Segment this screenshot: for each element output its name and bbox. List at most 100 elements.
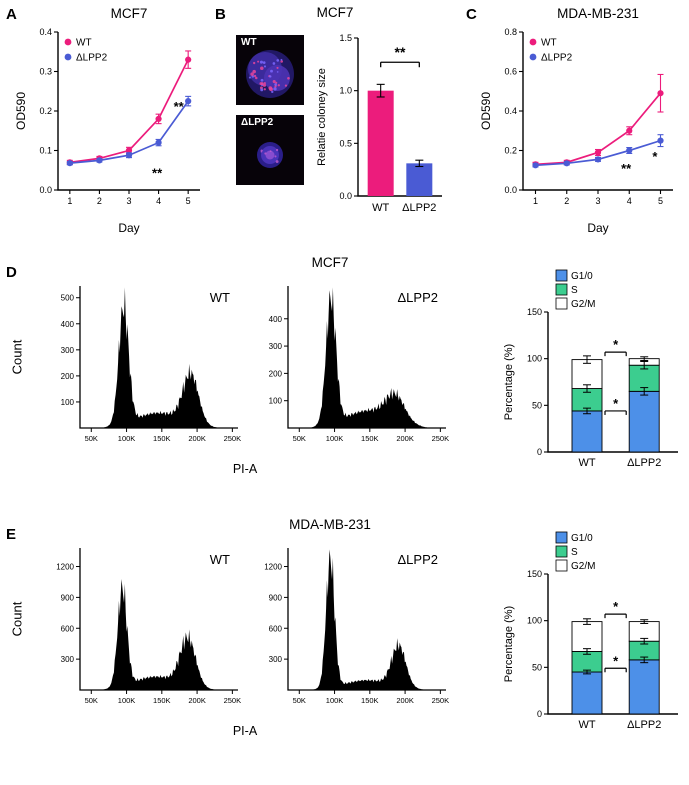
svg-text:0: 0	[537, 709, 542, 719]
svg-text:3: 3	[126, 196, 131, 206]
lpp2-colony-graphic	[236, 115, 304, 185]
panel-label-a: A	[6, 6, 17, 23]
svg-text:G1/0: G1/0	[571, 533, 593, 544]
svg-text:4: 4	[627, 196, 632, 206]
svg-text:0.6: 0.6	[504, 67, 517, 77]
mda-wt-flow-histogram: 300 600 900 1200 50K 100K 150K 200K 250K WT	[56, 548, 242, 705]
svg-text:2: 2	[97, 196, 102, 206]
svg-text:50K: 50K	[85, 434, 98, 443]
panel-d-pia-axis-label: PI-A	[232, 462, 258, 476]
svg-text:5: 5	[658, 196, 663, 206]
svg-text:ΔLPP2: ΔLPP2	[398, 290, 439, 305]
svg-text:1200: 1200	[56, 563, 74, 572]
svg-text:WT: WT	[210, 290, 230, 305]
panel-label-b: B	[215, 6, 226, 23]
svg-text:ΔLPP2: ΔLPP2	[402, 202, 436, 214]
svg-text:0.2: 0.2	[39, 106, 52, 116]
svg-text:600: 600	[269, 624, 283, 633]
svg-text:WT: WT	[578, 457, 595, 469]
svg-text:WT: WT	[372, 202, 389, 214]
svg-text:300: 300	[269, 342, 283, 351]
panel-d-count-axis-label: Count	[9, 339, 25, 375]
svg-text:400: 400	[61, 320, 75, 329]
svg-text:150K: 150K	[153, 696, 171, 705]
svg-text:1.0: 1.0	[339, 86, 352, 96]
svg-text:*: *	[613, 396, 619, 411]
svg-text:S: S	[571, 547, 578, 558]
svg-text:100: 100	[61, 398, 75, 407]
svg-text:**: **	[395, 44, 406, 60]
svg-text:*: *	[652, 149, 658, 164]
svg-text:4: 4	[156, 196, 161, 206]
svg-text:0.8: 0.8	[504, 27, 517, 37]
svg-text:ΔLPP2: ΔLPP2	[627, 457, 661, 469]
svg-text:Percentage (%): Percentage (%)	[503, 606, 515, 682]
svg-text:0: 0	[537, 447, 542, 457]
svg-text:150: 150	[527, 569, 542, 579]
svg-text:300: 300	[269, 655, 283, 664]
mda-cell-cycle-stacked-chart: 0 50 100 150 Percentage (%) G1/0 S G2/M WT ΔLPP2 *…	[503, 531, 678, 731]
svg-text:50: 50	[532, 662, 542, 672]
svg-text:5: 5	[186, 196, 191, 206]
svg-text:600: 600	[61, 624, 75, 633]
svg-text:50: 50	[532, 400, 542, 410]
mcf7-growth-line-chart: MCF7 0.0 0.1 0.2 0.3 0.4 1 2 3 4 5 OD590 Day WT ΔLPP2 *…	[14, 6, 200, 235]
svg-text:900: 900	[61, 593, 75, 602]
panel-e-pia-axis-label: PI-A	[232, 724, 258, 738]
svg-text:MCF7: MCF7	[111, 6, 148, 21]
svg-text:200: 200	[269, 369, 283, 378]
svg-text:OD590: OD590	[14, 92, 28, 130]
svg-text:100K: 100K	[326, 434, 344, 443]
panel-label-c: C	[466, 6, 477, 23]
svg-text:G2/M: G2/M	[571, 561, 595, 572]
svg-text:50K: 50K	[293, 434, 306, 443]
panel-e-title: MDA-MB-231	[289, 517, 371, 532]
svg-text:*: *	[613, 599, 619, 614]
lpp2-colony-image: ΔLPP2	[236, 115, 304, 185]
svg-text:200K: 200K	[188, 434, 206, 443]
svg-text:Percentage (%): Percentage (%)	[503, 344, 515, 420]
svg-text:G1/0: G1/0	[571, 271, 593, 282]
svg-text:150K: 150K	[361, 434, 379, 443]
mcf7-lpp2-flow-histogram: 100 200 300 400 50K 100K 150K 200K 250K ΔLPP2	[269, 286, 449, 443]
svg-text:Relatie coloney size: Relatie coloney size	[316, 68, 328, 166]
svg-text:**: **	[152, 165, 163, 180]
svg-text:ΔLPP2: ΔLPP2	[76, 53, 108, 64]
svg-text:WT: WT	[541, 38, 557, 49]
svg-text:*: *	[613, 337, 619, 352]
svg-text:0.4: 0.4	[39, 27, 52, 37]
svg-text:50K: 50K	[293, 696, 306, 705]
svg-text:**: **	[621, 161, 632, 176]
mcf7-wt-flow-histogram: 100 200 300 400 500 50K 100K 150K 200K 250K WT	[61, 286, 241, 443]
svg-text:200K: 200K	[396, 696, 414, 705]
svg-text:1: 1	[67, 196, 72, 206]
panel-e-count-axis-label: Count	[9, 601, 25, 637]
svg-text:150: 150	[527, 307, 542, 317]
svg-text:0.3: 0.3	[39, 67, 52, 77]
svg-text:0.4: 0.4	[504, 106, 517, 116]
mda-growth-line-chart: MDA-MB-231 0.0 0.2 0.4 0.6 0.8 1 2 3 4 5 OD590 Day WT…	[479, 6, 673, 235]
svg-text:ΔLPP2: ΔLPP2	[398, 552, 439, 567]
svg-text:250K: 250K	[432, 696, 450, 705]
svg-text:WT: WT	[578, 719, 595, 731]
svg-text:3: 3	[595, 196, 600, 206]
svg-text:150K: 150K	[153, 434, 171, 443]
svg-text:1: 1	[533, 196, 538, 206]
wt-colony-label: WT	[241, 37, 257, 48]
svg-text:200K: 200K	[188, 696, 206, 705]
svg-text:250K: 250K	[224, 696, 242, 705]
svg-text:S: S	[571, 285, 578, 296]
svg-text:1200: 1200	[264, 563, 282, 572]
svg-text:100: 100	[269, 397, 283, 406]
svg-text:0.2: 0.2	[504, 146, 517, 156]
mcf7-cell-cycle-stacked-chart: 0 50 100 150 Percentage (%) G1/0 S G2/M WT ΔLPP2 *…	[503, 269, 678, 469]
panel-b-title: MCF7	[316, 5, 354, 20]
svg-text:100K: 100K	[326, 696, 344, 705]
svg-text:G2/M: G2/M	[571, 299, 595, 310]
svg-text:0.0: 0.0	[39, 185, 52, 195]
svg-text:WT: WT	[76, 38, 92, 49]
lpp2-colony-label: ΔLPP2	[241, 117, 274, 128]
svg-text:MDA-MB-231: MDA-MB-231	[557, 6, 639, 21]
mda-lpp2-flow-histogram: 300 600 900 1200 50K 100K 150K 200K 250K ΔLPP2	[264, 548, 450, 705]
